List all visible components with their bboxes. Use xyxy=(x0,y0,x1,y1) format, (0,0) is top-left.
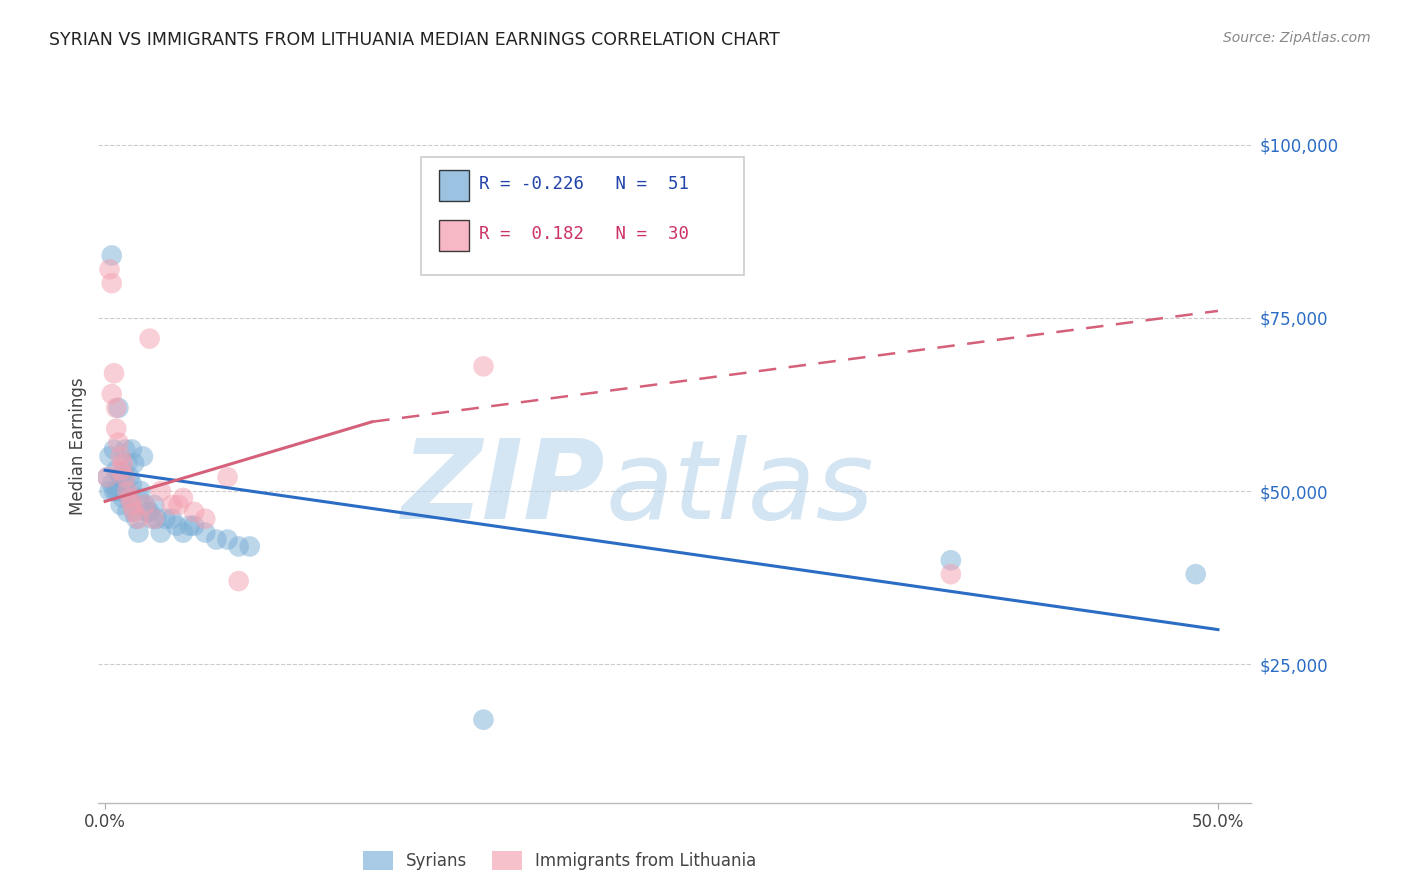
Point xyxy=(107,483,129,498)
Point xyxy=(114,442,136,457)
Point xyxy=(228,540,250,554)
Text: Source: ZipAtlas.com: Source: ZipAtlas.com xyxy=(1223,31,1371,45)
Point xyxy=(103,442,125,457)
Point xyxy=(105,422,128,436)
Text: atlas: atlas xyxy=(606,435,875,542)
Point xyxy=(122,505,145,519)
FancyBboxPatch shape xyxy=(439,219,468,252)
Point xyxy=(183,505,205,519)
Point xyxy=(110,450,132,464)
Point xyxy=(143,498,166,512)
Point xyxy=(134,498,156,512)
Point xyxy=(98,450,121,464)
Point xyxy=(98,262,121,277)
Point xyxy=(122,456,145,470)
Point xyxy=(117,505,139,519)
Point xyxy=(149,483,172,498)
Point xyxy=(103,366,125,380)
Point xyxy=(472,713,495,727)
Point xyxy=(118,491,141,505)
Point xyxy=(217,470,239,484)
Point xyxy=(939,553,962,567)
Point xyxy=(96,470,118,484)
Point xyxy=(111,463,134,477)
FancyBboxPatch shape xyxy=(439,169,468,202)
Point xyxy=(138,332,160,346)
FancyBboxPatch shape xyxy=(422,157,744,275)
Point xyxy=(153,512,176,526)
Point xyxy=(100,477,122,491)
Point xyxy=(194,525,217,540)
Y-axis label: Median Earnings: Median Earnings xyxy=(69,377,87,515)
Point xyxy=(111,456,134,470)
Point xyxy=(114,477,136,491)
Point xyxy=(141,512,163,526)
Point xyxy=(127,525,149,540)
Point xyxy=(134,498,156,512)
Point xyxy=(110,463,132,477)
Point xyxy=(118,491,141,505)
Point xyxy=(100,276,122,290)
Point xyxy=(107,435,129,450)
Point xyxy=(100,248,122,262)
Point xyxy=(121,442,143,457)
Point xyxy=(110,498,132,512)
Point xyxy=(167,498,190,512)
Point xyxy=(105,401,128,415)
Point xyxy=(149,525,172,540)
Legend: Syrians, Immigrants from Lithuania: Syrians, Immigrants from Lithuania xyxy=(356,844,763,877)
Point xyxy=(100,387,122,401)
Point xyxy=(122,505,145,519)
Point xyxy=(939,567,962,582)
Text: R = -0.226   N =  51: R = -0.226 N = 51 xyxy=(479,175,689,193)
Point xyxy=(121,498,143,512)
Point xyxy=(145,512,167,526)
Text: R =  0.182   N =  30: R = 0.182 N = 30 xyxy=(479,225,689,243)
Point xyxy=(217,533,239,547)
Point xyxy=(228,574,250,588)
Point xyxy=(160,512,183,526)
Point xyxy=(117,483,139,498)
Point xyxy=(118,470,141,484)
Point xyxy=(121,477,143,491)
Point xyxy=(239,540,262,554)
Point xyxy=(127,491,149,505)
Point xyxy=(138,505,160,519)
Point xyxy=(183,518,205,533)
Point xyxy=(129,483,152,498)
Text: SYRIAN VS IMMIGRANTS FROM LITHUANIA MEDIAN EARNINGS CORRELATION CHART: SYRIAN VS IMMIGRANTS FROM LITHUANIA MEDI… xyxy=(49,31,780,49)
Point xyxy=(105,463,128,477)
Point xyxy=(172,525,194,540)
Point xyxy=(125,512,148,526)
Point xyxy=(103,483,125,498)
Point xyxy=(111,491,134,505)
Point xyxy=(96,470,118,484)
Point xyxy=(117,456,139,470)
Point xyxy=(127,512,149,526)
Point xyxy=(172,491,194,505)
Point xyxy=(110,470,132,484)
Text: ZIP: ZIP xyxy=(402,435,606,542)
Point xyxy=(165,518,187,533)
Point xyxy=(105,483,128,498)
Point xyxy=(205,533,228,547)
Point xyxy=(160,498,183,512)
Point xyxy=(98,483,121,498)
Point xyxy=(132,450,155,464)
Point xyxy=(114,470,136,484)
Point xyxy=(194,512,217,526)
Point xyxy=(179,518,201,533)
Point xyxy=(107,401,129,415)
Point xyxy=(143,512,166,526)
Point xyxy=(136,505,159,519)
Point xyxy=(472,359,495,374)
Point xyxy=(1184,567,1206,582)
